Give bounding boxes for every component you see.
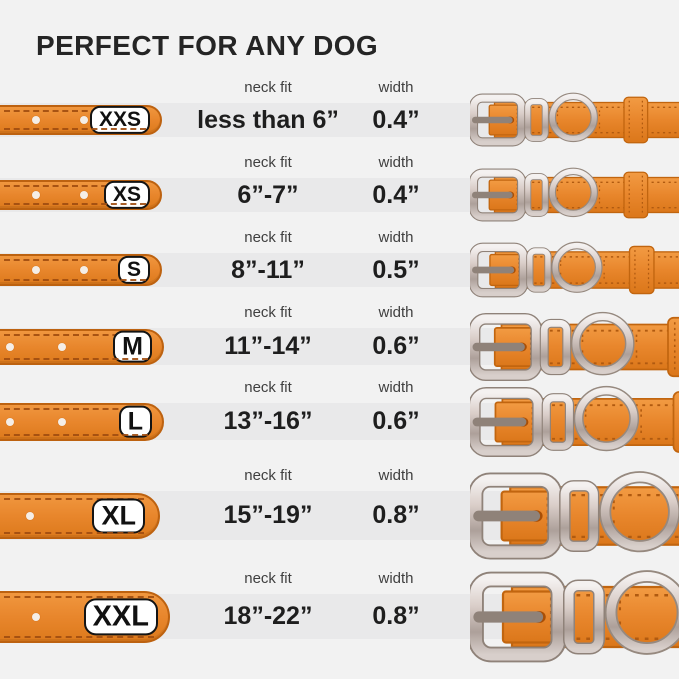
collar-strap-graphic: XXS bbox=[0, 105, 162, 135]
width-header: width bbox=[378, 229, 414, 246]
neck-fit-value: 11”-14” bbox=[224, 332, 312, 360]
width-header: width bbox=[378, 570, 414, 587]
collar-strap-graphic: M bbox=[0, 328, 164, 365]
neck-fit-value: 6”-7” bbox=[237, 181, 299, 209]
size-badge: M bbox=[113, 330, 152, 363]
collar-hole bbox=[6, 342, 14, 351]
size-badge: XS bbox=[103, 180, 150, 210]
neck-fit-header: neck fit bbox=[244, 79, 292, 96]
collar-strap-graphic: XS bbox=[0, 180, 162, 210]
neck-fit-header: neck fit bbox=[244, 229, 292, 246]
width-value: 0.8” bbox=[372, 602, 420, 630]
width-header: width bbox=[378, 79, 414, 96]
size-badge: XL bbox=[92, 497, 145, 534]
collar-hole bbox=[32, 612, 40, 621]
width-value: 0.6” bbox=[372, 332, 420, 360]
collar-buckle-photo bbox=[470, 569, 679, 665]
neck-fit-header: neck fit bbox=[244, 467, 292, 484]
width-value: 0.6” bbox=[372, 407, 420, 435]
collar-buckle-photo bbox=[470, 167, 679, 223]
neck-fit-header: neck fit bbox=[244, 379, 292, 396]
collar-strap-graphic: XXL bbox=[0, 590, 170, 643]
collar-hole bbox=[6, 417, 14, 426]
width-header: width bbox=[378, 154, 414, 171]
collar-hole bbox=[58, 342, 66, 351]
collar-buckle-photo bbox=[470, 385, 679, 459]
collar-buckle-photo bbox=[470, 470, 679, 562]
page-title: PERFECT FOR ANY DOG bbox=[36, 30, 379, 61]
collar-hole bbox=[80, 266, 88, 274]
collar-buckle-photo bbox=[470, 311, 679, 383]
collar-buckle-photo bbox=[470, 241, 679, 299]
collar-strap-graphic: L bbox=[0, 402, 164, 441]
collar-hole bbox=[32, 116, 40, 124]
collar-hole bbox=[26, 511, 34, 520]
neck-fit-value: less than 6” bbox=[197, 106, 339, 134]
neck-fit-value: 13”-16” bbox=[223, 407, 313, 435]
collar-hole bbox=[32, 191, 40, 199]
collar-hole bbox=[58, 417, 66, 426]
collar-hole bbox=[32, 266, 40, 274]
width-header: width bbox=[378, 379, 414, 396]
size-badge: L bbox=[118, 405, 152, 438]
collar-strap-graphic: S bbox=[0, 254, 162, 286]
width-header: width bbox=[378, 304, 414, 321]
width-value: 0.4” bbox=[372, 181, 420, 209]
neck-fit-value: 18”-22” bbox=[223, 602, 313, 630]
collar-hole bbox=[80, 116, 88, 124]
collar-hole bbox=[80, 191, 88, 199]
collar-buckle-photo bbox=[470, 92, 679, 148]
width-header: width bbox=[378, 467, 414, 484]
neck-fit-header: neck fit bbox=[244, 570, 292, 587]
size-badge: S bbox=[117, 255, 150, 285]
size-badge: XXL bbox=[83, 597, 158, 636]
neck-fit-value: 8”-11” bbox=[231, 256, 305, 284]
size-badge: XXS bbox=[89, 105, 150, 135]
neck-fit-value: 15”-19” bbox=[223, 501, 313, 529]
width-value: 0.8” bbox=[372, 501, 420, 529]
neck-fit-header: neck fit bbox=[244, 304, 292, 321]
collar-strap-graphic: XL bbox=[0, 492, 160, 539]
width-value: 0.4” bbox=[372, 106, 420, 134]
width-value: 0.5” bbox=[372, 256, 420, 284]
neck-fit-header: neck fit bbox=[244, 154, 292, 171]
